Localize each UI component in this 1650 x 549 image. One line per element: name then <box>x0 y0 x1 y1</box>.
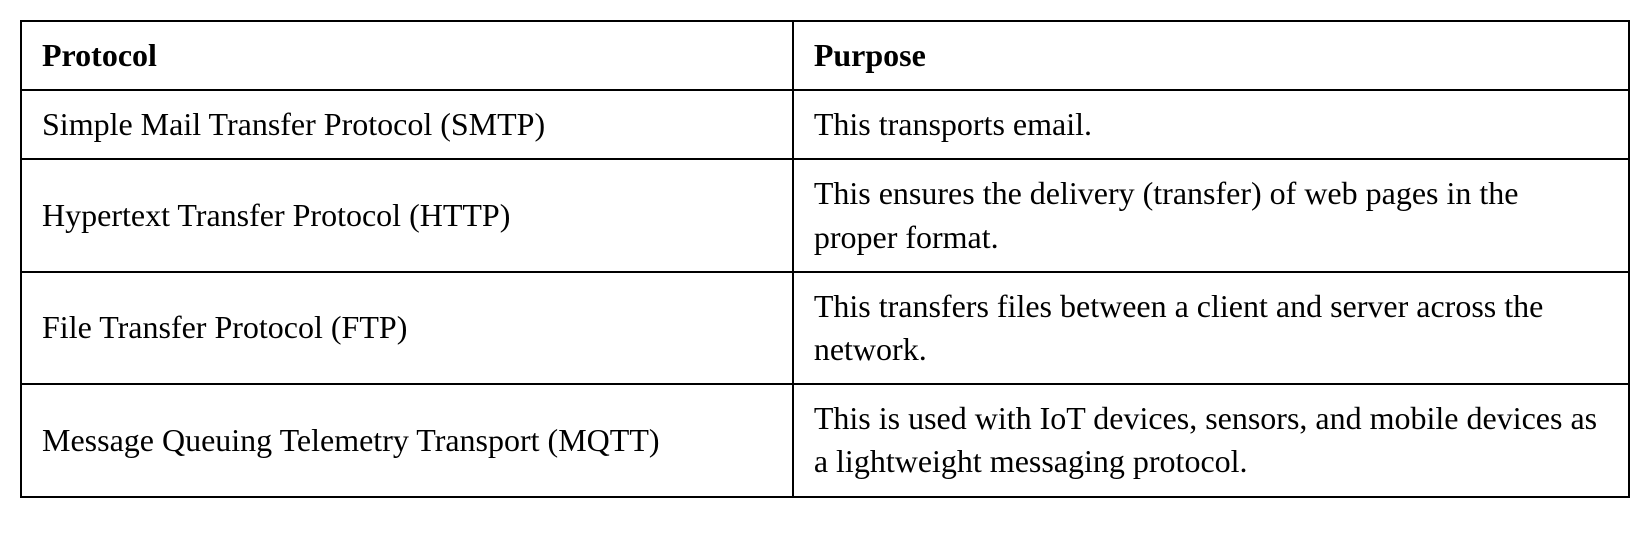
table-header: Protocol Purpose <box>21 21 1629 90</box>
table-row: Hypertext Transfer Protocol (HTTP) This … <box>21 159 1629 271</box>
cell-protocol: File Transfer Protocol (FTP) <box>21 272 793 384</box>
table-header-row: Protocol Purpose <box>21 21 1629 90</box>
protocols-table: Protocol Purpose Simple Mail Transfer Pr… <box>20 20 1630 498</box>
cell-purpose: This ensures the delivery (transfer) of … <box>793 159 1629 271</box>
table-row: Simple Mail Transfer Protocol (SMTP) Thi… <box>21 90 1629 159</box>
cell-purpose: This transfers files between a client an… <box>793 272 1629 384</box>
cell-purpose: This transports email. <box>793 90 1629 159</box>
cell-protocol: Simple Mail Transfer Protocol (SMTP) <box>21 90 793 159</box>
table-body: Simple Mail Transfer Protocol (SMTP) Thi… <box>21 90 1629 496</box>
column-header-purpose: Purpose <box>793 21 1629 90</box>
cell-purpose: This is used with IoT devices, sensors, … <box>793 384 1629 496</box>
cell-protocol: Hypertext Transfer Protocol (HTTP) <box>21 159 793 271</box>
table-row: File Transfer Protocol (FTP) This transf… <box>21 272 1629 384</box>
column-header-protocol: Protocol <box>21 21 793 90</box>
cell-protocol: Message Queuing Telemetry Transport (MQT… <box>21 384 793 496</box>
table-row: Message Queuing Telemetry Transport (MQT… <box>21 384 1629 496</box>
